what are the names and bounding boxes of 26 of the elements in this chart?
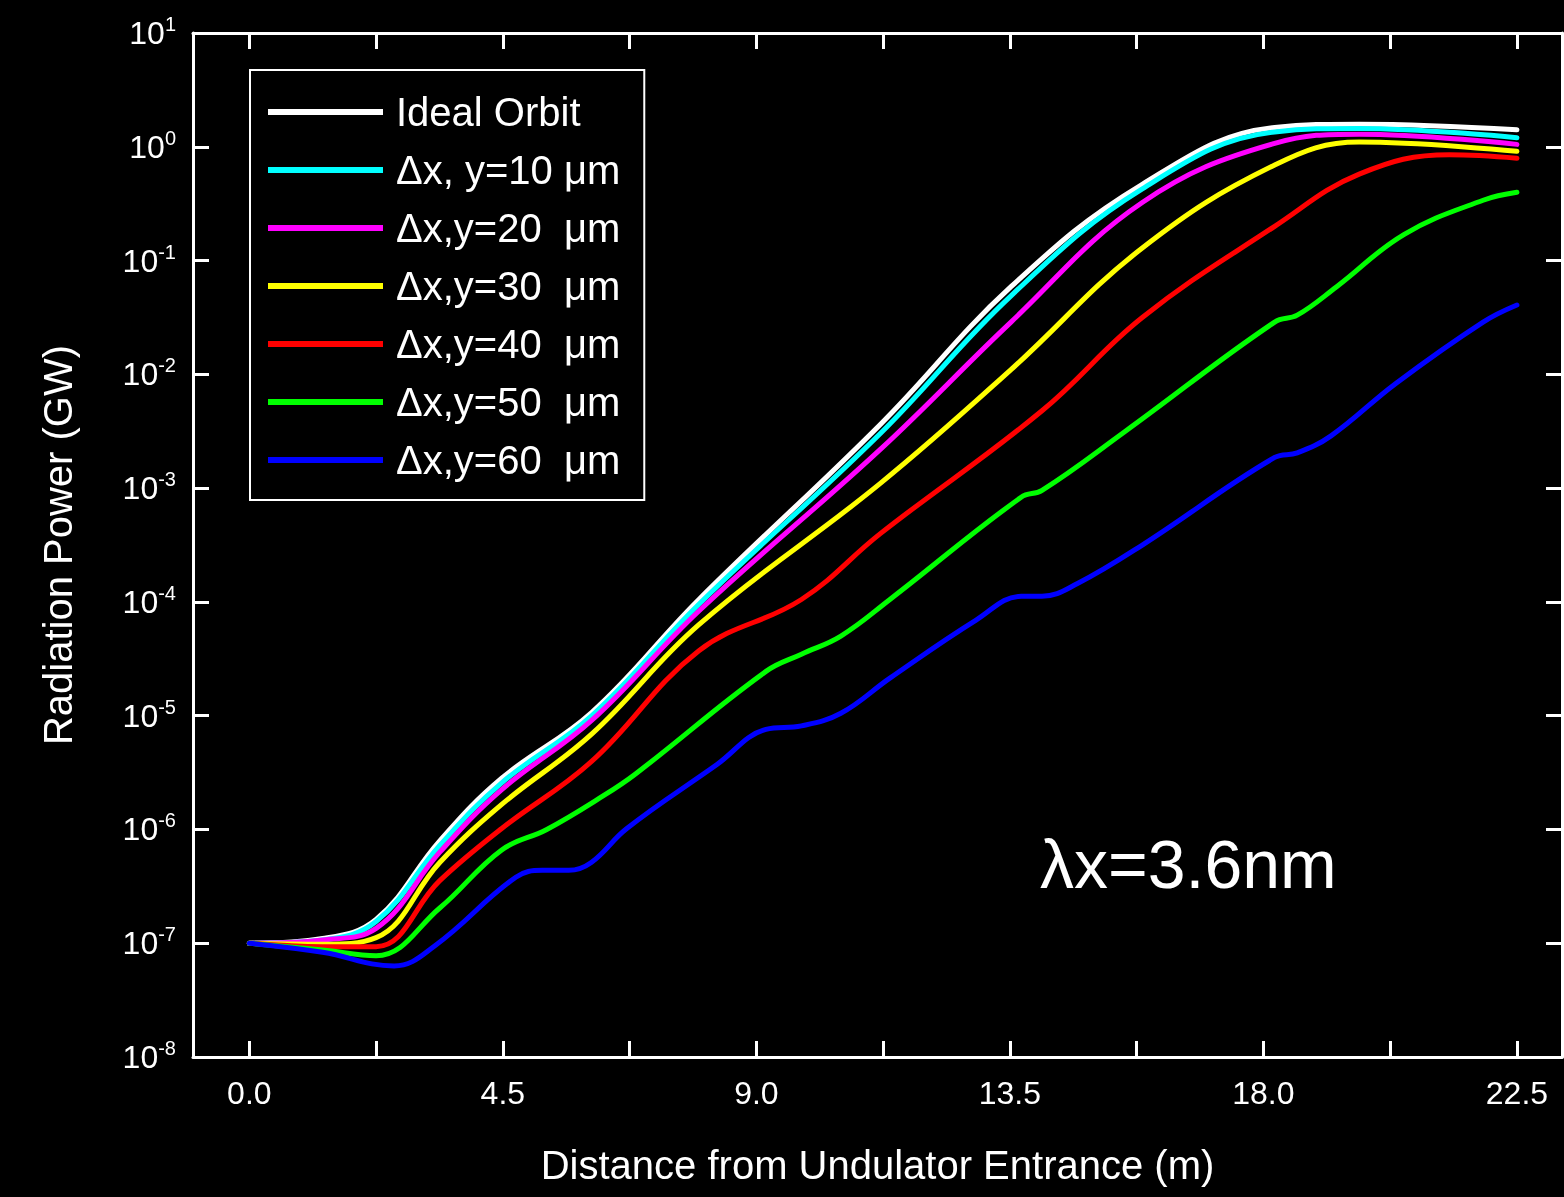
y-tick-label: 10$^{-6}$: [122, 809, 176, 849]
legend-label: Δx,y=40 μm: [396, 322, 621, 366]
annotation: λx=3.6nm: [1040, 826, 1337, 902]
legend-label: Δx,y=20 μm: [396, 206, 621, 250]
y-tick-label: 10$^{-8}$: [122, 1037, 176, 1076]
y-tick-label: 10$^{-7}$: [122, 923, 176, 963]
y-tick-label: 10$^{-5}$: [122, 695, 176, 735]
legend-label: Δx,y=50 μm: [396, 380, 621, 424]
y-tick-label: 10$^{-1}$: [122, 240, 176, 280]
y-tick-label: 10$^{1}$: [129, 13, 176, 52]
x-tick-label: 4.5: [480, 1075, 526, 1111]
x-tick-label: 9.0: [734, 1075, 779, 1111]
x-tick-label: 22.5: [1485, 1075, 1549, 1111]
y-tick-label: 10$^{-4}$: [122, 581, 176, 621]
x-tick-label: 0.0: [227, 1075, 272, 1111]
legend-label: Δx,y=60 μm: [396, 438, 621, 482]
y-tick-label: 10$^{0}$: [129, 126, 176, 166]
x-axis-title: Distance from Undulator Entrance (m): [540, 1143, 1215, 1187]
y-tick-label: 10$^{-3}$: [122, 468, 176, 508]
y-axis-title: Radiation Power (GW): [36, 344, 80, 746]
x-tick-label: 18.0: [1232, 1075, 1295, 1111]
legend-label: Δx, y=10 μm: [396, 148, 621, 192]
legend-label: Ideal Orbit: [396, 90, 581, 134]
y-tick-label: 10$^{-2}$: [122, 354, 176, 394]
legend-label: Δx,y=30 μm: [396, 264, 621, 308]
x-tick-label: 13.5: [978, 1075, 1042, 1111]
